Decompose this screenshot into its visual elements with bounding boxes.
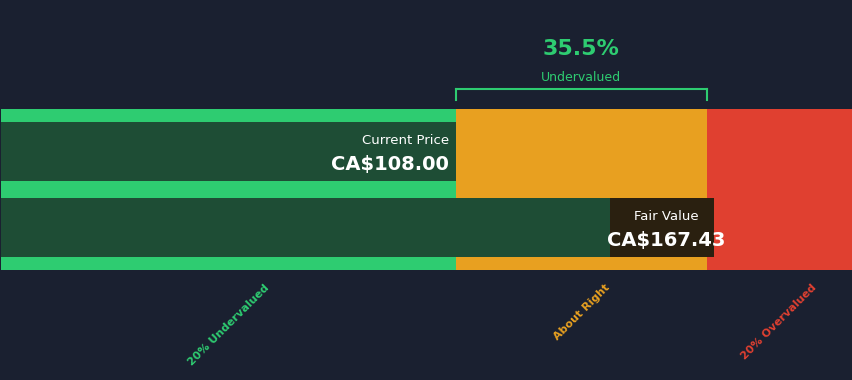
Bar	[705, 109, 850, 270]
Bar	[2, 198, 705, 257]
Text: CA$108.00: CA$108.00	[331, 155, 448, 174]
Text: CA$167.43: CA$167.43	[606, 231, 724, 250]
Text: 20% Overvalued: 20% Overvalued	[739, 283, 818, 362]
Bar	[2, 109, 456, 270]
Text: Fair Value: Fair Value	[633, 210, 698, 223]
Text: Current Price: Current Price	[361, 135, 448, 147]
Text: Undervalued: Undervalued	[541, 71, 621, 84]
Bar	[2, 122, 456, 181]
Bar	[456, 109, 705, 270]
Text: About Right: About Right	[551, 283, 611, 342]
Text: 20% Undervalued: 20% Undervalued	[187, 283, 271, 367]
Text: 35.5%: 35.5%	[543, 38, 619, 59]
Bar	[610, 198, 713, 257]
